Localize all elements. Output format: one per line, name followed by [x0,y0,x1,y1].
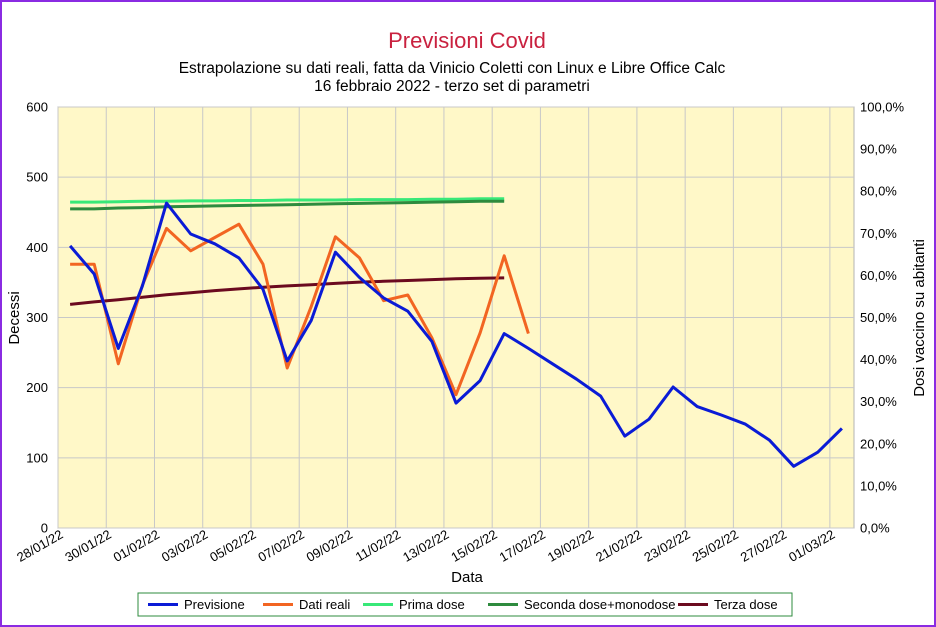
x-tick-label: 17/02/22 [497,527,548,565]
series-line-terza-dose [69,276,505,306]
x-tick-label: 05/02/22 [207,527,258,565]
x-tick-label: 01/02/22 [111,527,162,565]
y2-tick-label: 60,0% [860,268,897,283]
x-tick-label: 11/02/22 [353,527,403,565]
y-tick-label: 600 [26,100,48,115]
y-tick-label: 400 [26,240,48,255]
y2-tick-label: 80,0% [860,184,897,199]
y-axis-label: Decessi [6,291,23,344]
x-tick-label: 13/02/22 [400,527,451,565]
y-tick-label: 200 [26,380,48,395]
y2-tick-label: 0,0% [860,521,890,536]
y2-tick-label: 100,0% [860,100,905,115]
y-tick-label: 300 [26,310,48,325]
legend: Previsione Dati reali Prima dose Seconda do… [148,597,778,612]
y2-tick-label: 50,0% [860,310,897,325]
y-tick-label: 500 [26,170,48,185]
grid-lines [57,106,854,529]
x-tick-label: 23/02/22 [641,527,692,565]
y2-axis-label: Dosi vaccino su abitanti [911,239,928,397]
series-line-seconda-dose-monodose [70,199,505,211]
legend-label: Previsione [184,597,245,612]
chart-subtitle-line-1: Estrapolazione su dati reali, fatta da V… [179,60,726,77]
y2-tick-label: 40,0% [860,352,897,367]
x-tick-label: 01/03/22 [786,527,837,565]
x-tick-label: 09/02/22 [304,527,355,565]
y2-tick-label: 10,0% [860,478,897,493]
y2-tick-label: 70,0% [860,226,897,241]
x-axis-ticks: 28/01/2230/01/2201/02/2203/02/2205/02/22… [14,527,837,565]
right-axis-ticks: 0,0% 10,0% 20,0% 30,0% 40,0% 50,0% 60,0% 70,0% 8… [860,100,905,536]
x-tick-label: 07/02/22 [255,527,306,565]
legend-label: Dati reali [299,597,350,612]
x-axis-label: Data [451,569,483,586]
x-tick-label: 30/01/22 [62,527,113,565]
series-lines [68,197,843,468]
x-tick-label: 03/02/22 [159,527,210,565]
legend-box [137,592,793,617]
series-line-previsione [68,201,843,468]
chart-title: Previsioni Covid [388,28,546,53]
y2-tick-label: 90,0% [860,142,897,157]
y-tick-label: 100 [26,450,48,465]
chart-subtitle-line-2: 16 febbraio 2022 - terzo set di parametr… [314,78,590,95]
legend-label: Seconda dose+monodose [524,597,675,612]
legend-label: Prima dose [399,597,465,612]
x-tick-label: 19/02/22 [545,527,596,565]
left-axis-ticks: 0 100 200 300 400 500 600 [26,100,48,536]
y2-tick-label: 20,0% [860,436,897,451]
x-tick-label: 21/02/22 [593,527,644,565]
series-line-prima-dose [70,197,505,204]
y-tick-label: 0 [41,521,48,536]
x-tick-label: 27/02/22 [738,527,789,565]
y2-tick-label: 30,0% [860,394,897,409]
x-tick-label: 15/02/22 [448,527,499,565]
legend-label: Terza dose [714,597,778,612]
x-tick-label: 25/02/22 [690,527,741,565]
